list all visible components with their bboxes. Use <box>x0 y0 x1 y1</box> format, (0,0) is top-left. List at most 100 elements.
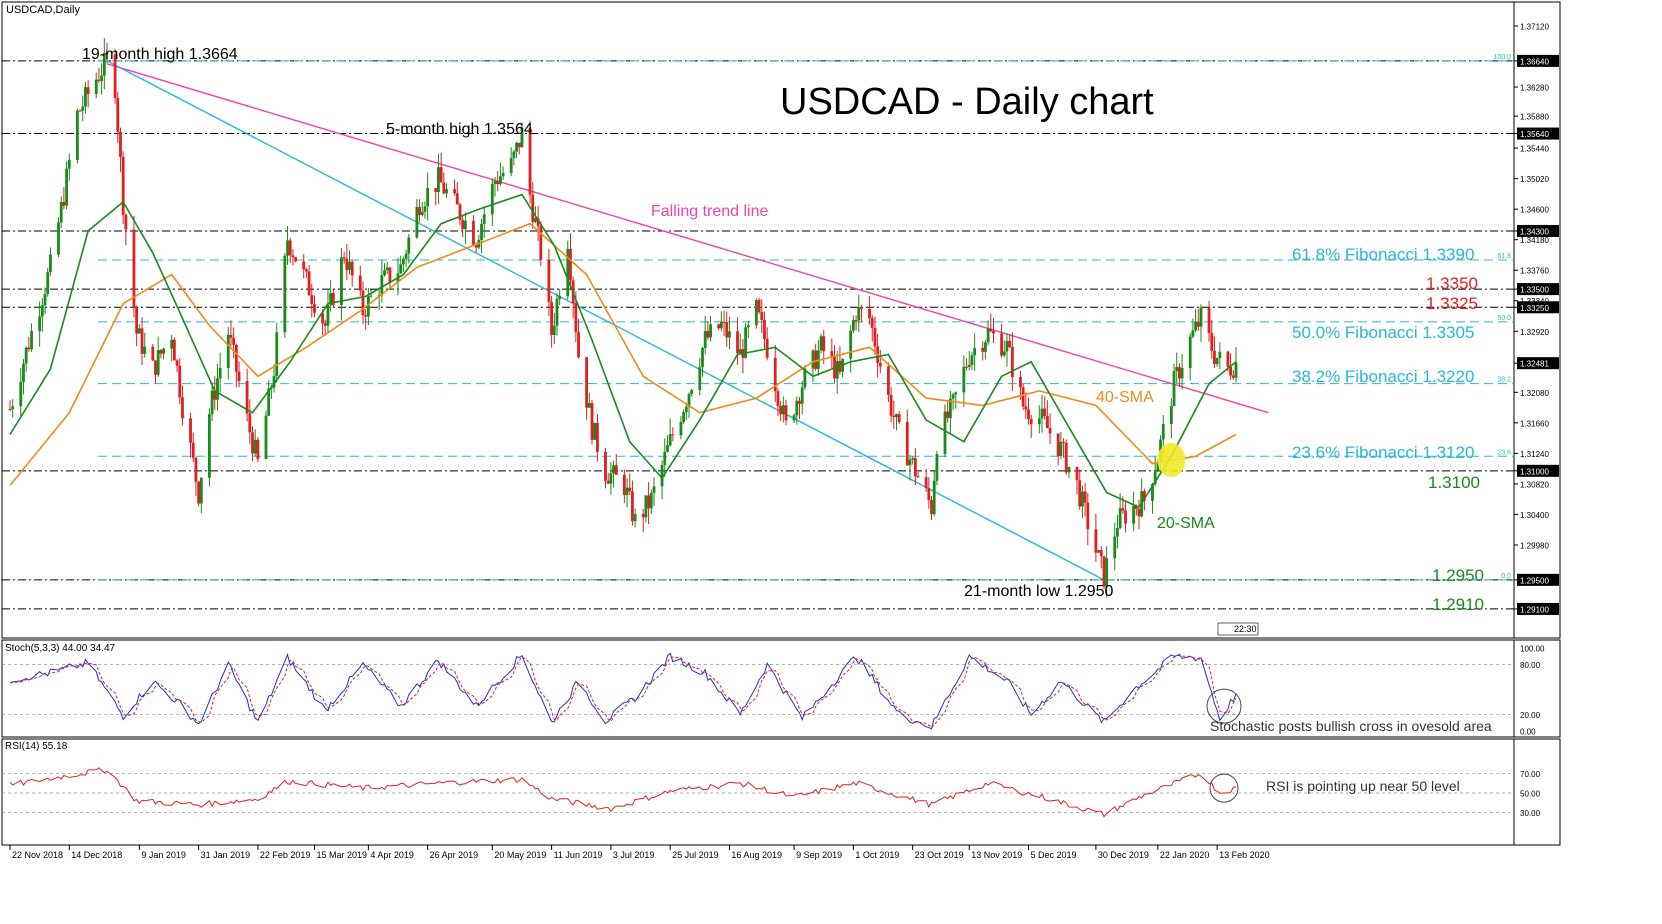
candle <box>668 418 672 448</box>
candle-body <box>550 302 553 335</box>
candle-body <box>1037 418 1041 425</box>
time-axis: 22 Nov 2018 14 Dec 2018 9 Jan 2019 31 Jan 2… <box>2 844 1514 860</box>
candle <box>1099 546 1103 569</box>
candle-body <box>889 394 893 416</box>
candle-body <box>577 332 580 358</box>
candle-body <box>1029 418 1033 425</box>
candle <box>779 400 783 422</box>
price-tick-label: 1.37120 <box>1520 22 1549 31</box>
time-tick-label: 4 Apr 2019 <box>370 850 414 860</box>
candle-body <box>569 248 572 281</box>
candle <box>19 367 23 416</box>
candle-body <box>1137 508 1141 517</box>
time-tick-label: 22 Feb 2019 <box>260 850 311 860</box>
candle <box>307 265 311 296</box>
candle <box>717 323 721 331</box>
candle-body <box>779 405 783 415</box>
candle <box>1094 514 1098 562</box>
candle <box>835 350 839 395</box>
price-tick-label: 1.32481 <box>1520 360 1549 369</box>
candle <box>283 252 287 338</box>
stochastic-note: Stochastic posts bullish cross in ovesol… <box>1210 718 1492 734</box>
candle-body <box>763 320 766 339</box>
annotation-fib-618: 61.8% Fibonacci 1.3390 <box>1292 245 1474 264</box>
candle-body <box>868 308 871 319</box>
candle <box>738 333 742 354</box>
candle <box>897 411 901 425</box>
candle <box>649 489 653 514</box>
candle-body <box>154 360 157 375</box>
candle-body <box>1156 461 1160 472</box>
stochastic-k-line <box>9 652 1237 730</box>
candle-body <box>1021 387 1025 407</box>
stochastic-tick-label: 100.00 <box>1520 645 1545 654</box>
candle-body <box>870 318 874 328</box>
rsi-line <box>9 767 1237 818</box>
candle <box>868 296 871 325</box>
candle-body <box>189 418 192 443</box>
candle <box>970 352 974 371</box>
candle <box>558 289 562 305</box>
annotation-20-sma: 20-SMA <box>1157 515 1215 532</box>
candle-body <box>175 360 179 366</box>
candle <box>458 202 462 226</box>
candle-body <box>585 357 589 408</box>
candle-body <box>229 334 233 338</box>
candle <box>151 343 155 362</box>
candle <box>550 295 553 348</box>
candle <box>178 358 182 405</box>
candle-body <box>321 312 324 324</box>
candle <box>172 337 176 361</box>
candle <box>65 161 68 210</box>
candle <box>323 319 327 336</box>
time-tick-label: 15 Mar 2019 <box>316 850 367 860</box>
candle-body <box>218 368 222 379</box>
candle-body <box>380 275 384 296</box>
candle-body <box>388 267 392 283</box>
candle <box>401 256 405 273</box>
candle <box>798 397 801 419</box>
price-tick-label: 1.32080 <box>1520 389 1549 398</box>
candle-body <box>534 218 537 222</box>
candle <box>760 299 764 333</box>
candle <box>27 336 31 352</box>
candle-body <box>792 415 796 421</box>
candle-body <box>887 366 890 395</box>
candle <box>358 265 362 296</box>
candle <box>709 315 712 342</box>
candle <box>746 320 750 338</box>
price-tick-highlight <box>1517 283 1559 296</box>
candle-body <box>981 347 985 352</box>
candle <box>736 317 739 365</box>
candle-body <box>501 172 505 177</box>
candle-body <box>860 306 863 309</box>
annotation-level-13100: 1.3100 <box>1428 473 1480 492</box>
candle <box>40 298 44 332</box>
fibonacci-diagonal <box>106 60 1105 581</box>
fibonacci-level-tag: 0.0 <box>1501 573 1511 580</box>
candle-body <box>873 327 877 347</box>
candle <box>11 399 15 418</box>
candle <box>784 399 788 425</box>
candle <box>1040 394 1044 433</box>
stochastic-header: Stoch(5,3,3) 44.00 34.47 <box>5 643 116 654</box>
candle <box>57 217 60 258</box>
price-tick-label: 1.31000 <box>1520 467 1549 476</box>
candle <box>1105 546 1109 598</box>
candle <box>22 359 25 395</box>
candle-body <box>555 298 559 326</box>
candle <box>609 462 613 495</box>
candle <box>795 396 799 425</box>
candle-body <box>728 331 731 338</box>
candle <box>593 422 597 441</box>
candle <box>517 142 521 155</box>
candle <box>1116 515 1119 549</box>
price-tick-highlight <box>1517 602 1559 615</box>
candle-body <box>986 328 990 343</box>
candle <box>181 385 184 426</box>
candle-body <box>404 253 408 259</box>
candle <box>967 350 971 371</box>
candle <box>773 344 777 402</box>
candle <box>1172 363 1176 407</box>
price-tick-label: 1.34300 <box>1520 227 1549 236</box>
